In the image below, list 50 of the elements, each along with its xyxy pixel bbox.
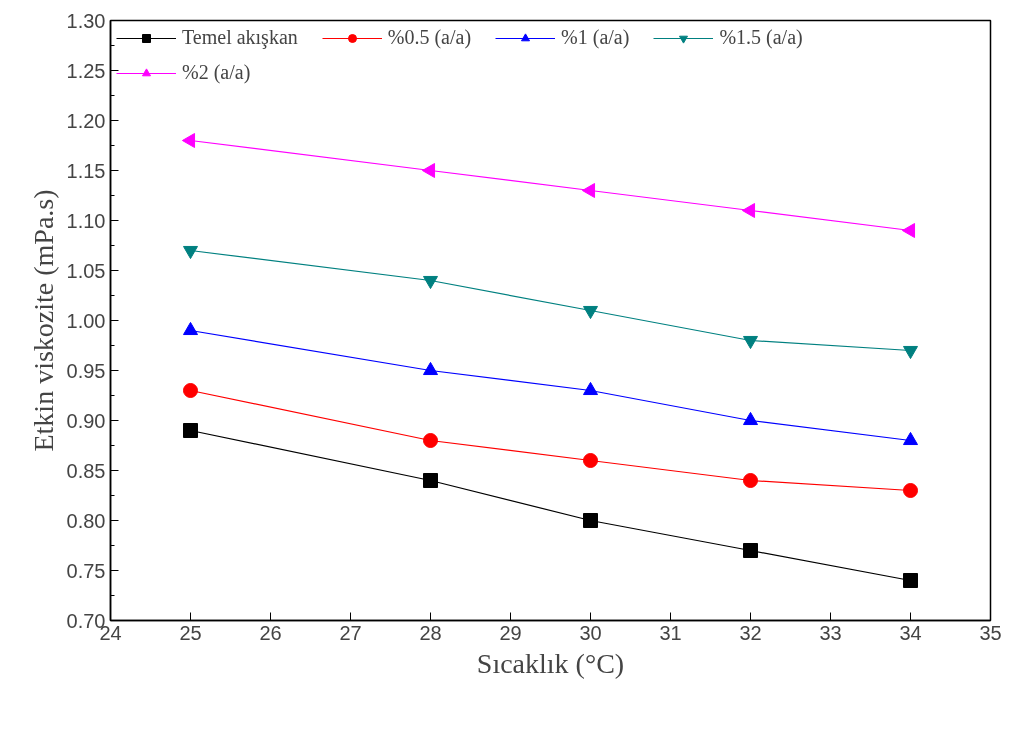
point <box>183 383 198 398</box>
point <box>183 423 198 438</box>
x-tick-label: 29 <box>499 621 522 644</box>
point <box>903 573 918 588</box>
point <box>903 345 918 360</box>
y-tick-label: 0.90 <box>66 409 106 432</box>
x-tick-label: 30 <box>579 621 602 644</box>
x-tick-label: 25 <box>179 621 202 644</box>
y-tick-label: 1.00 <box>66 309 106 332</box>
x-tick-label: 28 <box>419 621 442 644</box>
x-tick-label: 34 <box>899 621 922 644</box>
point <box>741 203 756 218</box>
y-tick-label: 1.05 <box>66 259 106 282</box>
point <box>423 275 438 290</box>
point <box>583 453 598 468</box>
point <box>743 543 758 558</box>
x-tick-label: 31 <box>659 621 682 644</box>
legend-label: %1 (a/a) <box>561 26 630 49</box>
point <box>423 433 438 448</box>
y-tick-label: 1.10 <box>66 209 106 232</box>
x-tick-label: 27 <box>339 621 362 644</box>
y-tick-label: 0.85 <box>66 459 106 482</box>
point <box>583 513 598 528</box>
y-tick-label: 1.30 <box>66 9 106 32</box>
point <box>743 473 758 488</box>
x-axis-title: Sıcaklık (°C) <box>476 647 625 679</box>
x-tick-label: 35 <box>979 621 1002 644</box>
legend-label: %2 (a/a) <box>182 61 251 84</box>
y-tick-label: 1.15 <box>66 159 106 182</box>
y-axis-title: Etkin viskozite (mPa.s) <box>27 189 59 452</box>
legend-label: %1.5 (a/a) <box>719 26 803 49</box>
x-tick-label: 32 <box>739 621 762 644</box>
point <box>903 483 918 498</box>
legend-label: Temel akışkan <box>182 26 298 49</box>
y-tick-label: 1.20 <box>66 109 106 132</box>
x-tick-label: 26 <box>259 621 282 644</box>
point <box>421 163 436 178</box>
point <box>423 473 438 488</box>
point <box>581 183 596 198</box>
point <box>901 223 916 238</box>
point <box>183 245 198 260</box>
y-tick-label: 0.75 <box>66 559 106 582</box>
y-tick-label: 0.80 <box>66 509 106 532</box>
point <box>743 335 758 350</box>
y-tick-label: 0.95 <box>66 359 106 382</box>
y-tick-label: 1.25 <box>66 59 106 82</box>
x-tick-label: 33 <box>819 621 842 644</box>
point <box>583 305 598 320</box>
legend-label: %0.5 (a/a) <box>387 26 472 49</box>
point <box>181 133 196 148</box>
